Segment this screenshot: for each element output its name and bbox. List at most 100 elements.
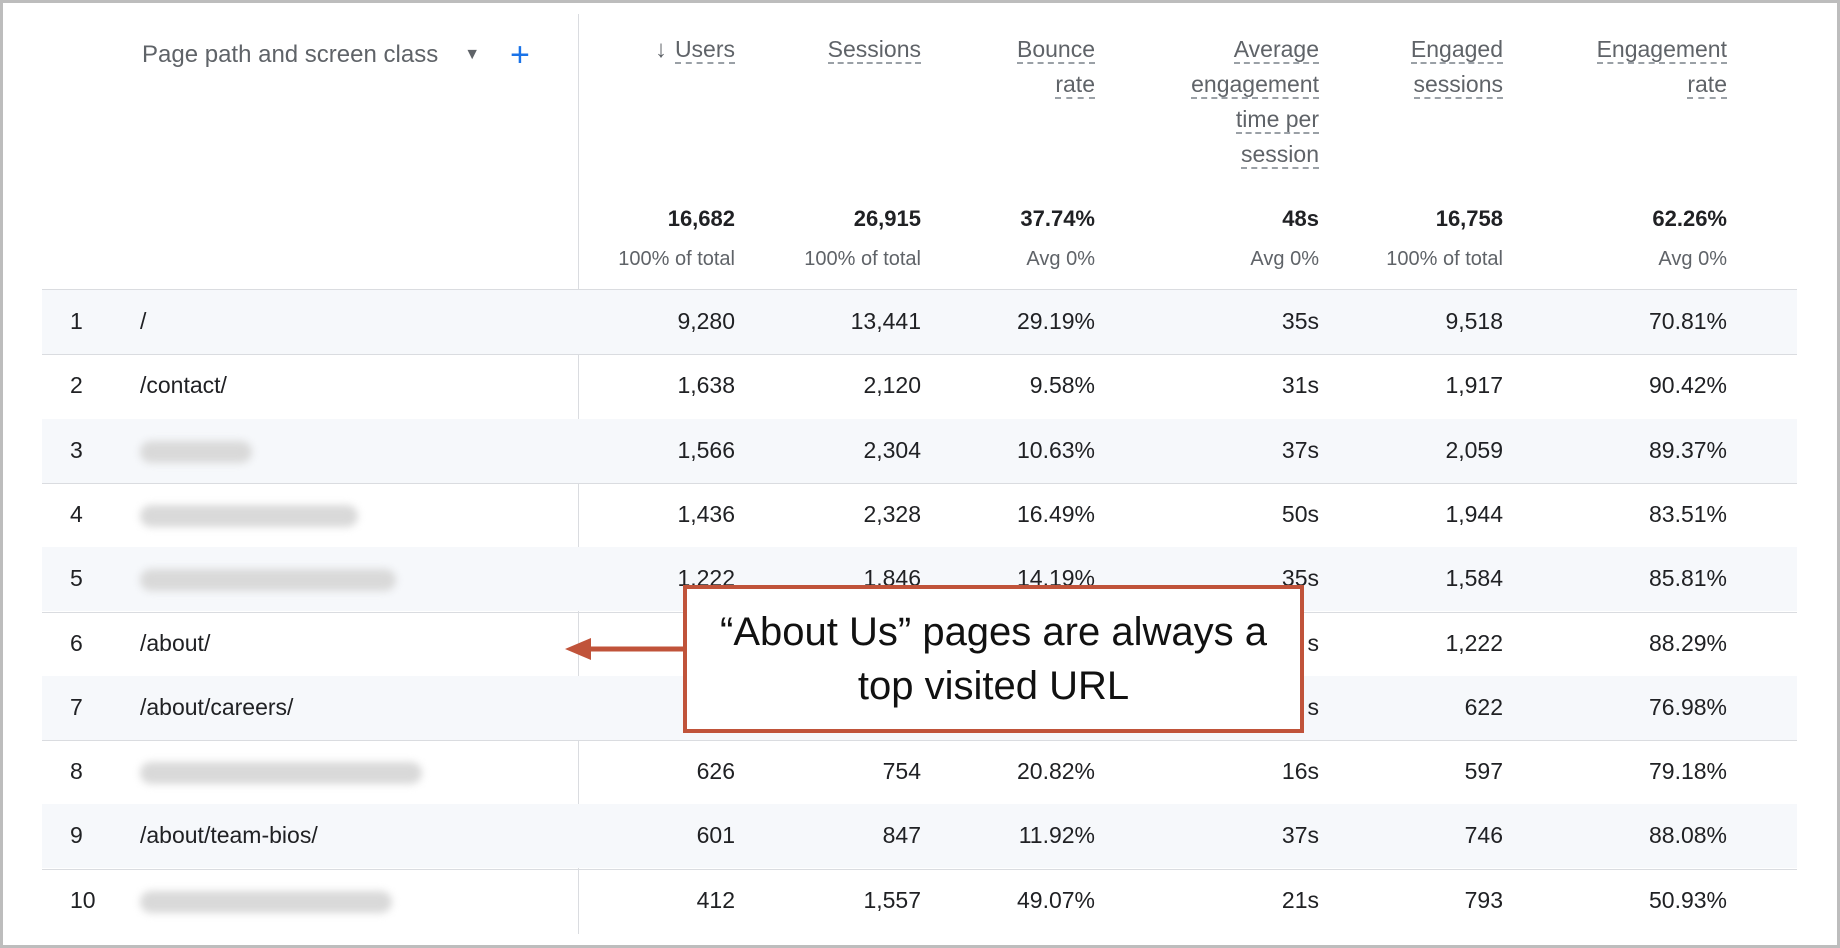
cell-engaged: 746 bbox=[1464, 822, 1503, 849]
cell-users: 1,436 bbox=[677, 500, 735, 527]
cell-bounce: 11.92% bbox=[1018, 822, 1095, 849]
cell-engaged: 9,518 bbox=[1445, 308, 1503, 334]
chevron-down-icon[interactable]: ▼ bbox=[464, 46, 481, 63]
redacted-path bbox=[140, 504, 358, 527]
column-header-sessions[interactable]: Sessions bbox=[827, 32, 921, 67]
table-row[interactable]: 3 1,566 2,304 10.63% 37s 2,059 89.37% bbox=[42, 418, 1797, 483]
total-value-rate: 62.26% bbox=[1652, 206, 1727, 231]
add-dimension-icon[interactable]: + bbox=[510, 36, 530, 74]
row-index: 3 bbox=[70, 436, 83, 463]
column-header-label: session bbox=[1241, 141, 1319, 169]
cell-avg: 31s bbox=[1281, 372, 1319, 399]
column-header-users[interactable]: ↓ Users bbox=[655, 32, 735, 67]
page-path[interactable]: /contact/ bbox=[140, 372, 227, 399]
cell-avg: s bbox=[1307, 693, 1320, 720]
page-path[interactable]: /about/careers/ bbox=[140, 693, 294, 720]
cell-sessions: 754 bbox=[882, 758, 921, 785]
column-header-label: rate bbox=[1055, 71, 1095, 99]
cell-users: 412 bbox=[696, 886, 735, 913]
table-row[interactable]: 5 1,222 1,846 14.19% 35s 1,584 85.81% bbox=[42, 547, 1797, 612]
redacted-path bbox=[140, 569, 396, 592]
table-row[interactable]: 1 / 9,280 13,441 29.19% 35s 9,518 70.81% bbox=[42, 290, 1797, 354]
table-row[interactable]: 2/contact/1,638 2,120 9.58% 31s 1,917 90.42% bbox=[42, 354, 1797, 418]
cell-sessions: 1,557 bbox=[863, 886, 921, 913]
cell-avg: 35s bbox=[1281, 308, 1319, 334]
page-path[interactable]: / bbox=[140, 308, 147, 334]
cell-engaged: 2,059 bbox=[1445, 436, 1503, 463]
sort-descending-icon[interactable]: ↓ bbox=[654, 36, 667, 63]
row-index: 4 bbox=[70, 500, 83, 527]
cell-users: 1,566 bbox=[677, 436, 735, 463]
cell-engaged: 793 bbox=[1464, 886, 1503, 913]
column-header-avg[interactable]: Average engagement time per session bbox=[1191, 32, 1319, 172]
cell-engaged: 597 bbox=[1464, 758, 1503, 785]
cell-rate: 79.18% bbox=[1648, 758, 1727, 785]
total-value-users: 16,682 bbox=[667, 206, 735, 231]
column-header-bounce[interactable]: Bounce rate bbox=[1016, 32, 1095, 102]
row-index: 2 bbox=[70, 372, 83, 399]
page-path[interactable]: /about/ bbox=[140, 629, 211, 656]
cell-rate: 50.93% bbox=[1648, 886, 1727, 913]
column-header-label: engagement bbox=[1191, 71, 1319, 99]
redacted-path bbox=[140, 440, 252, 463]
column-header-label: Engagement bbox=[1596, 36, 1727, 64]
row-divider bbox=[42, 354, 1797, 356]
column-header-label: Bounce bbox=[1016, 36, 1095, 64]
total-subtext-bounce: Avg 0% bbox=[1026, 248, 1095, 270]
annotation-callout: “About Us” pages are always a top visite… bbox=[683, 585, 1304, 733]
dimension-selector[interactable]: Page path and screen class ▼ + bbox=[142, 38, 530, 72]
row-index: 6 bbox=[70, 629, 83, 656]
cell-rate: 88.08% bbox=[1648, 822, 1727, 849]
cell-bounce: 20.82% bbox=[1016, 758, 1095, 785]
page-path[interactable]: /about/team-bios/ bbox=[140, 822, 318, 849]
total-subtext-rate: Avg 0% bbox=[1658, 248, 1727, 270]
cell-avg: 16s bbox=[1281, 758, 1319, 785]
total-value-avg: 48s bbox=[1282, 206, 1319, 231]
cell-users: 1,638 bbox=[677, 372, 735, 399]
total-subtext-users: 100% of total bbox=[618, 248, 735, 270]
table-row[interactable]: 4 1,436 2,328 16.49% 50s 1,944 83.51% bbox=[42, 483, 1797, 547]
column-header-label: Users bbox=[674, 36, 735, 64]
cell-engaged: 1,917 bbox=[1445, 372, 1503, 399]
total-value-engaged: 16,758 bbox=[1435, 206, 1503, 231]
row-divider bbox=[42, 482, 1797, 484]
total-value-bounce: 37.74% bbox=[1020, 206, 1095, 231]
cell-bounce: 29.19% bbox=[1016, 308, 1095, 334]
cell-avg: s bbox=[1307, 629, 1320, 656]
cell-bounce: 16.49% bbox=[1016, 500, 1095, 527]
cell-rate: 89.37% bbox=[1648, 436, 1727, 463]
cell-sessions: 2,304 bbox=[863, 436, 921, 463]
row-index: 10 bbox=[70, 886, 96, 913]
cell-bounce: 49.07% bbox=[1016, 886, 1095, 913]
column-header-label: Average bbox=[1233, 36, 1319, 64]
table-row[interactable]: 9/about/team-bios/601 847 11.92% 37s 746 88.0… bbox=[42, 804, 1797, 869]
column-header-label: sessions bbox=[1413, 71, 1503, 99]
redacted-path bbox=[140, 890, 392, 913]
cell-bounce: 9.58% bbox=[1029, 372, 1095, 399]
callout-line-2: top visited URL bbox=[857, 664, 1130, 708]
cell-engaged: 1,944 bbox=[1445, 500, 1503, 527]
column-header-label: Engaged bbox=[1410, 36, 1503, 64]
cell-sessions: 2,328 bbox=[863, 500, 921, 527]
callout-arrow-icon bbox=[565, 638, 685, 660]
dimension-label: Page path and screen class bbox=[142, 41, 439, 68]
row-index: 5 bbox=[70, 565, 83, 592]
cell-avg: 37s bbox=[1281, 822, 1319, 849]
column-header-rate[interactable]: Engagement rate bbox=[1596, 32, 1727, 102]
row-divider bbox=[42, 868, 1797, 870]
column-header-engaged[interactable]: Engaged sessions bbox=[1410, 32, 1503, 102]
table-row[interactable]: 10 412 1,557 49.07% 21s 793 50.93% bbox=[42, 869, 1797, 933]
row-divider bbox=[42, 740, 1797, 742]
cell-engaged: 622 bbox=[1464, 693, 1503, 720]
cell-rate: 88.29% bbox=[1648, 629, 1727, 656]
cell-users: 626 bbox=[696, 758, 735, 785]
row-index: 9 bbox=[70, 822, 83, 849]
cell-avg: 21s bbox=[1281, 886, 1319, 913]
row-index: 8 bbox=[70, 758, 83, 785]
column-header-label: Sessions bbox=[827, 36, 921, 64]
total-subtext-sessions: 100% of total bbox=[804, 248, 921, 270]
table-row[interactable]: 8 626 754 20.82% 16s 597 79.18% bbox=[42, 740, 1797, 804]
cell-rate: 85.81% bbox=[1648, 565, 1727, 592]
cell-rate: 90.42% bbox=[1648, 372, 1727, 399]
